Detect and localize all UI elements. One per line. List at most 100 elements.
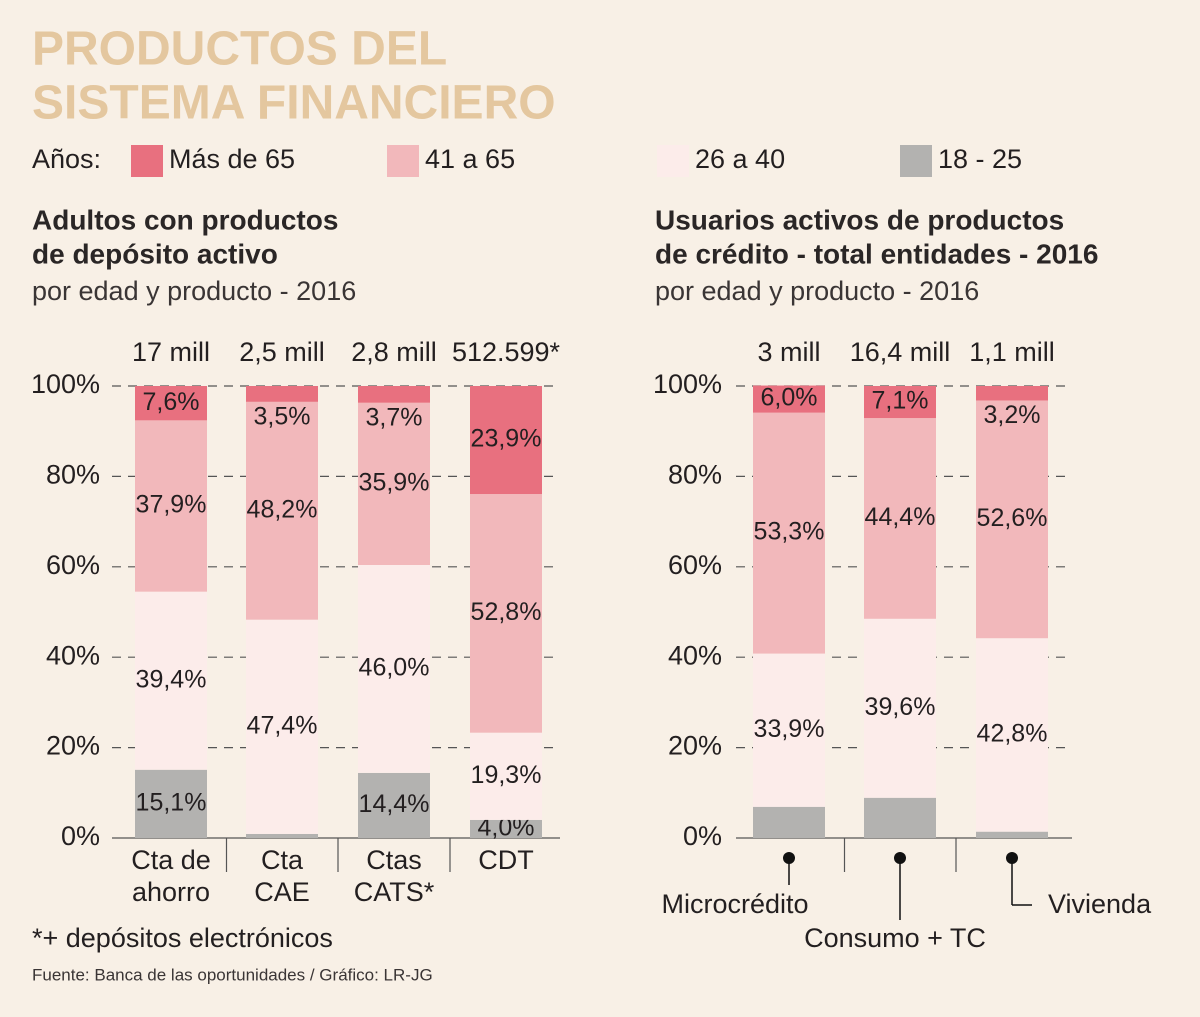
bar-segment	[246, 619, 318, 834]
bar-segment	[753, 653, 825, 807]
source: Fuente: Banca de las oportunidades / Grá…	[32, 965, 433, 984]
bar-segment	[358, 402, 430, 565]
x-tick-label: CATS*	[354, 877, 435, 907]
value-label: 46,0%	[359, 654, 430, 682]
bar-segment	[864, 418, 936, 619]
chart-title: de crédito - total entidades - 2016	[655, 238, 1098, 269]
y-tick-label: 0%	[683, 821, 722, 851]
legend-text: 41 a 65	[425, 144, 515, 174]
bar-segment	[135, 420, 207, 592]
y-tick-label: 20%	[668, 731, 722, 761]
bar-segment	[135, 769, 207, 838]
chart-subtitle: por edad y producto - 2016	[32, 276, 356, 306]
title-line: SISTEMA FINANCIERO	[32, 77, 556, 130]
chart-title: de depósito activo	[32, 238, 278, 269]
legend-swatch	[900, 145, 932, 177]
bar-segment	[976, 386, 1048, 401]
bar-segment	[753, 806, 825, 838]
legend-text: 26 a 40	[695, 144, 785, 174]
value-label: 47,4%	[247, 711, 318, 739]
x-tick-label: Cta	[261, 845, 304, 875]
bar-segment	[135, 386, 207, 421]
value-label: 52,8%	[471, 598, 542, 626]
value-label: 53,3%	[754, 518, 825, 546]
value-label: 42,8%	[977, 720, 1048, 748]
x-tick-label: ahorro	[132, 877, 210, 907]
value-label: 3,7%	[366, 403, 423, 431]
bar-segment	[976, 638, 1048, 832]
value-label: 15,1%	[136, 788, 207, 816]
bar-segment	[753, 412, 825, 654]
y-tick-label: 80%	[668, 460, 722, 490]
value-label: 39,4%	[136, 665, 207, 693]
total-label: 1,1 mill	[969, 337, 1055, 367]
total-label: 16,4 mill	[850, 337, 951, 367]
value-label: 6,0%	[761, 384, 818, 412]
x-tick-label: CDT	[478, 845, 534, 875]
bar-segment	[470, 494, 542, 733]
chart-subtitle: por edad y producto - 2016	[655, 276, 979, 306]
bar-segment	[976, 831, 1048, 838]
value-label: 39,6%	[865, 693, 936, 721]
bar-segment	[358, 386, 430, 403]
value-label: 14,4%	[359, 790, 430, 818]
legend-swatch	[131, 145, 163, 177]
value-label: 35,9%	[359, 468, 430, 496]
chart-title: Usuarios activos de productos	[655, 204, 1064, 235]
x-tick-label: Vivienda	[1048, 889, 1152, 919]
value-label: 23,9%	[471, 425, 542, 453]
legend-text: Más de 65	[169, 144, 295, 174]
chart-title: Adultos con productos	[32, 204, 338, 235]
bar-segment	[246, 386, 318, 402]
y-tick-label: 40%	[46, 640, 100, 670]
bar-segment	[864, 797, 936, 838]
bar-segment	[135, 591, 207, 770]
value-label: 52,6%	[977, 504, 1048, 532]
legend-swatch	[657, 145, 689, 177]
bar-segment	[864, 618, 936, 798]
bar-segment	[246, 833, 318, 838]
bar-segment	[358, 564, 430, 773]
y-tick-label: 80%	[46, 460, 100, 490]
bar-segment	[246, 401, 318, 620]
x-tick-label: Microcrédito	[661, 889, 808, 919]
y-tick-label: 60%	[668, 550, 722, 580]
total-label: 2,8 mill	[351, 337, 437, 367]
title-line: PRODUCTOS DEL	[32, 23, 447, 76]
legend-swatch	[387, 145, 419, 177]
bar-segment	[470, 819, 542, 838]
value-label: 19,3%	[471, 761, 542, 789]
bar-segment	[753, 385, 825, 413]
x-tick-label: Ctas	[366, 845, 422, 875]
bar-segment	[864, 386, 936, 419]
y-tick-label: 0%	[61, 821, 100, 851]
x-tick-label: CAE	[254, 877, 310, 907]
y-tick-label: 100%	[653, 369, 722, 399]
x-tick-label: Consumo + TC	[804, 923, 986, 953]
legend-text: 18 - 25	[938, 144, 1022, 174]
total-label: 512.599*	[452, 337, 561, 367]
value-label: 3,5%	[254, 402, 311, 430]
value-label: 33,9%	[754, 715, 825, 743]
bar-segment	[470, 386, 542, 495]
y-tick-label: 40%	[668, 640, 722, 670]
y-tick-label: 100%	[31, 369, 100, 399]
bar-segment	[976, 400, 1048, 639]
y-tick-label: 60%	[46, 550, 100, 580]
footnote: *+ depósitos electrónicos	[32, 923, 333, 953]
total-label: 17 mill	[132, 337, 210, 367]
total-label: 2,5 mill	[239, 337, 325, 367]
legend-label: Años:	[32, 144, 101, 174]
value-label: 7,1%	[872, 387, 929, 415]
value-label: 44,4%	[865, 503, 936, 531]
value-label: 7,6%	[143, 388, 200, 416]
bar-segment	[470, 732, 542, 820]
value-label: 37,9%	[136, 491, 207, 519]
x-tick-label: Cta de	[131, 845, 211, 875]
y-tick-label: 20%	[46, 731, 100, 761]
value-label: 3,2%	[984, 401, 1041, 429]
value-label: 48,2%	[247, 495, 318, 523]
total-label: 3 mill	[757, 337, 820, 367]
bar-segment	[358, 772, 430, 838]
